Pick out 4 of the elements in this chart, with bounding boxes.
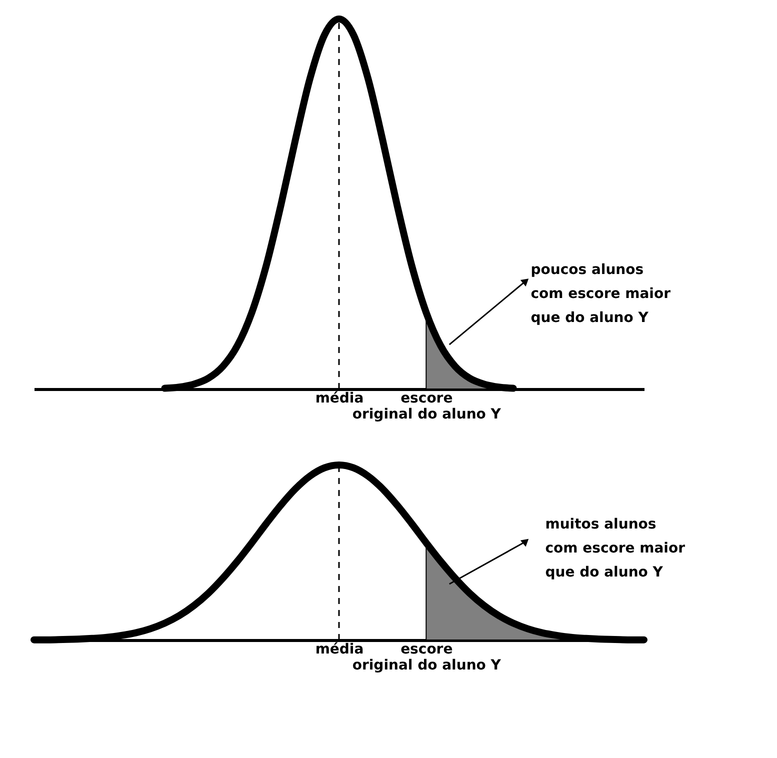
annotation: poucos alunos com escore maior que do aluno Y [530, 262, 671, 326]
x-tick-label: média [315, 642, 364, 658]
x-tick-label: média [315, 390, 364, 406]
annotation: muitos alunos com escore maior que do aluno Y [545, 516, 686, 580]
